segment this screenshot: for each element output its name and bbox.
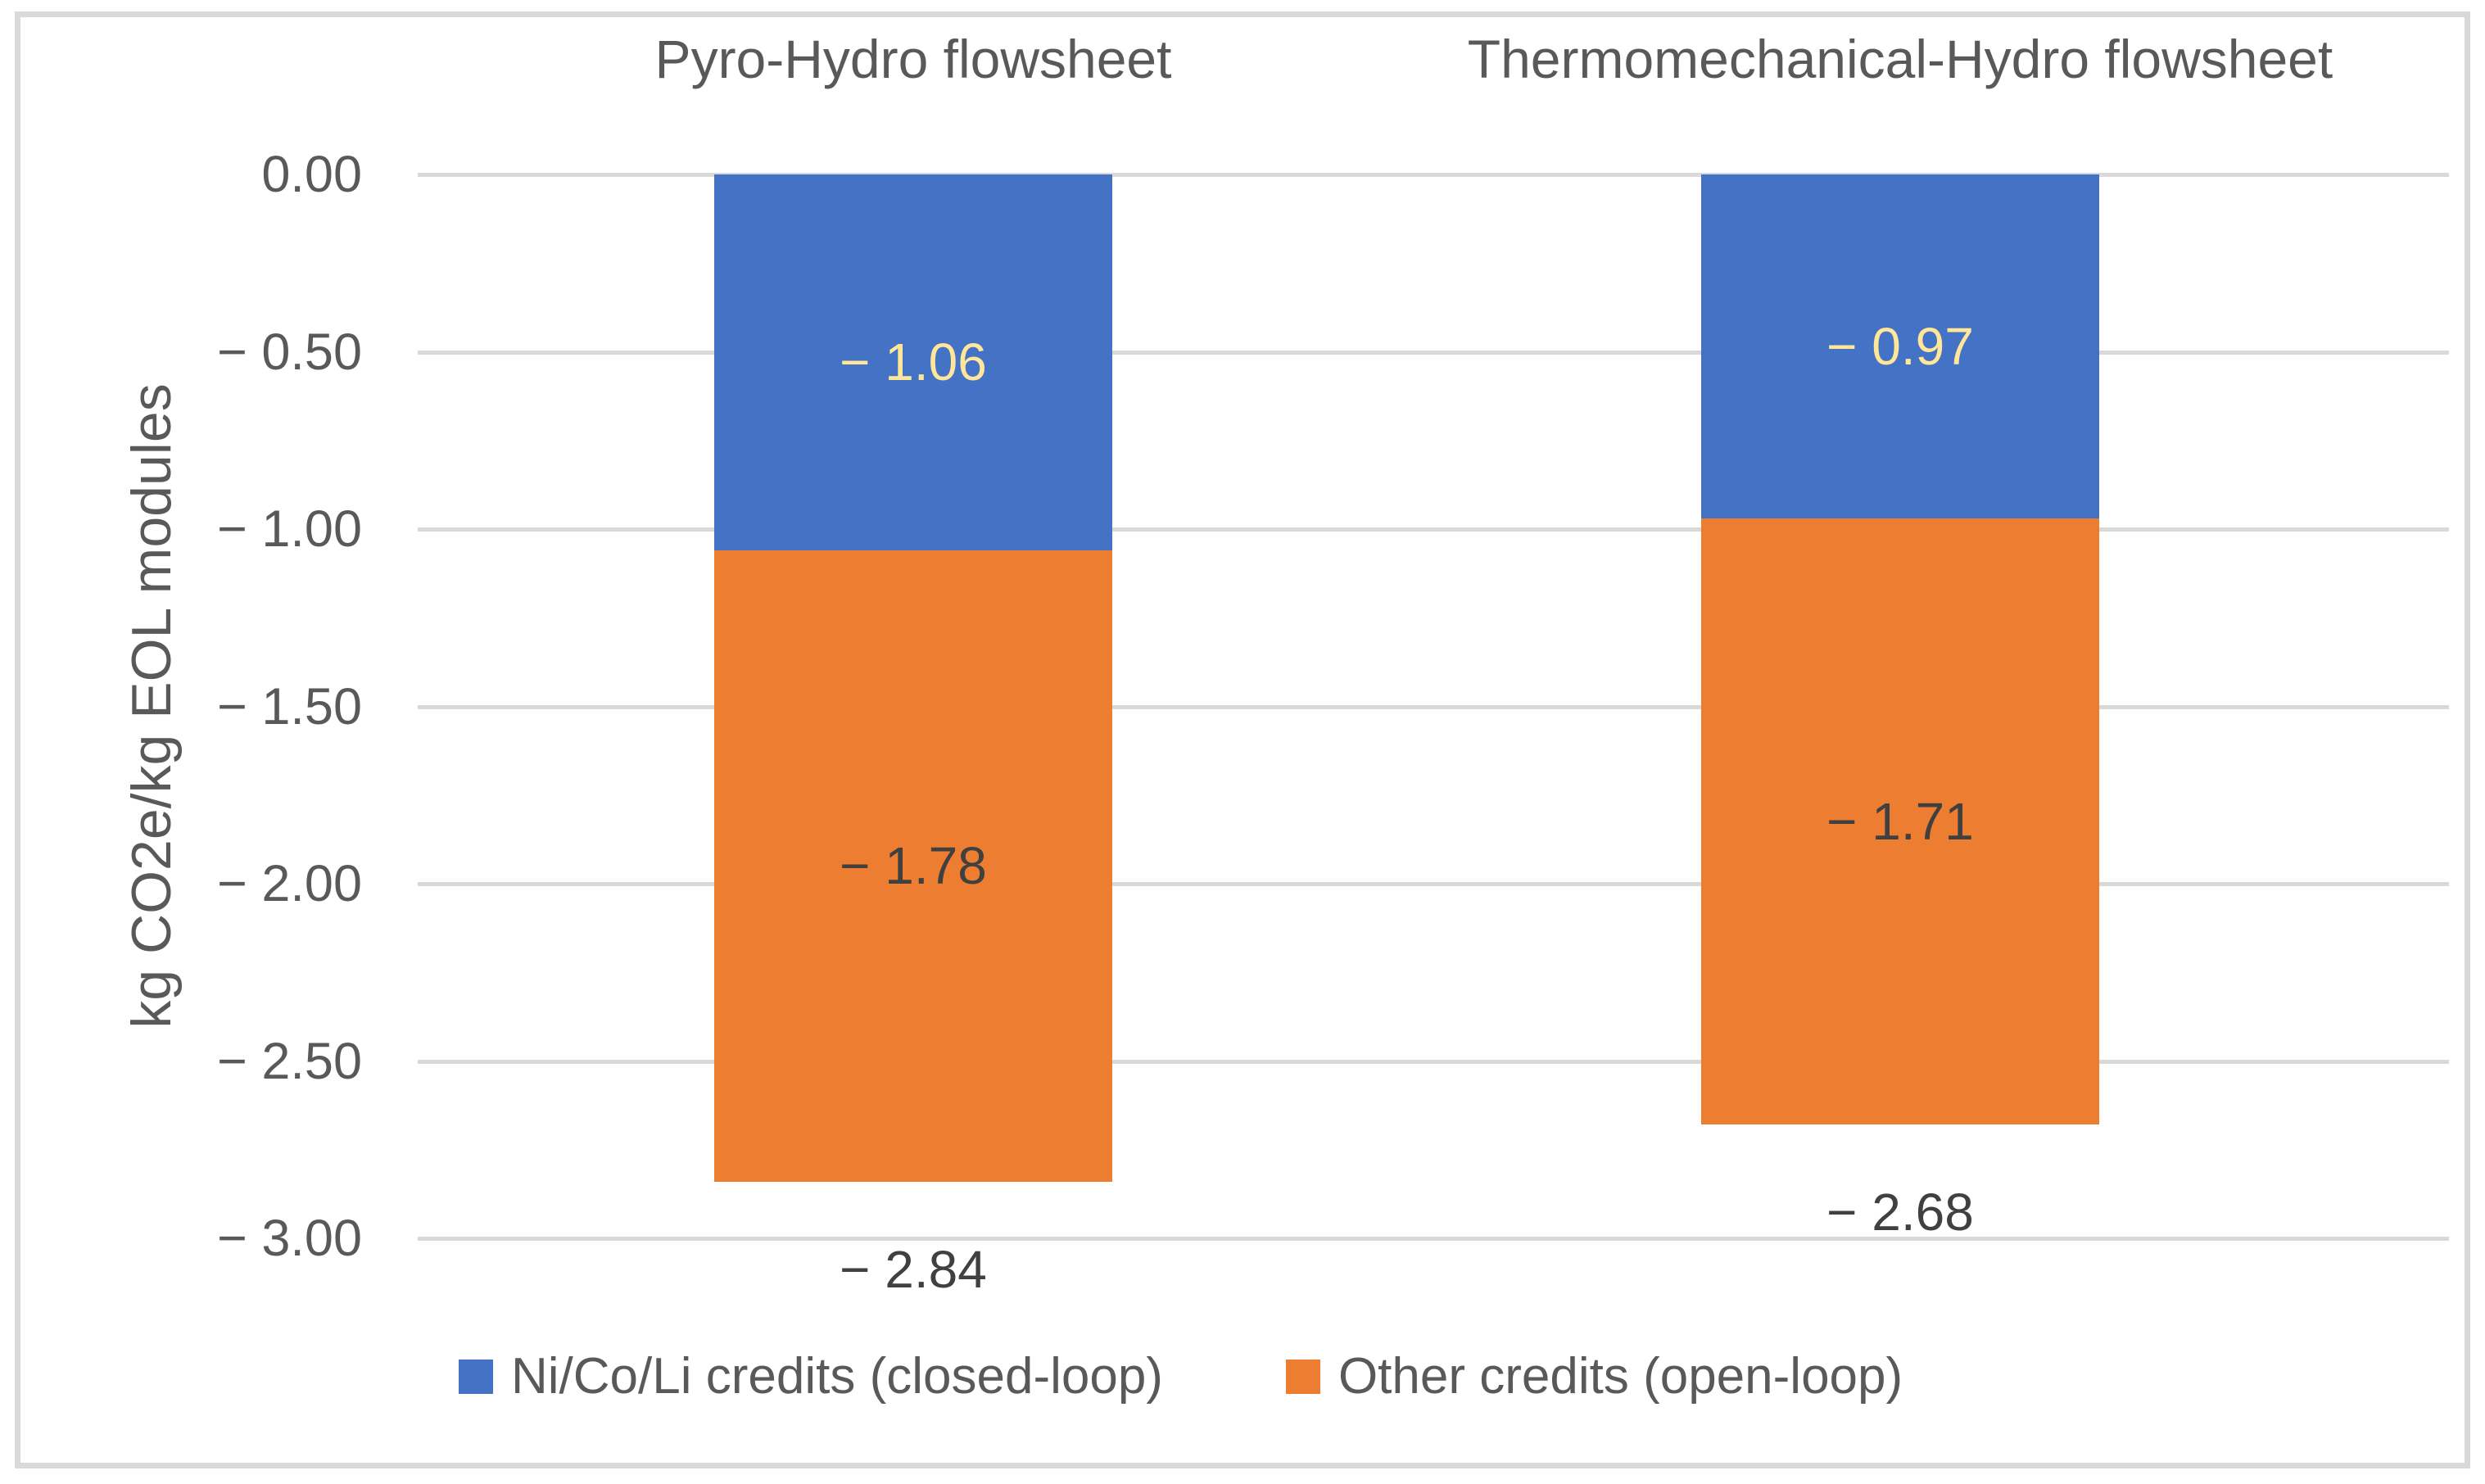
category-title-pyro-hydro: Pyro-Hydro flowsheet	[654, 29, 1172, 89]
legend-label-other-credits: Other credits (open-loop)	[1338, 1348, 1903, 1405]
y-tick-label: − 3.00	[217, 1210, 362, 1267]
y-tick-label: 0.00	[261, 146, 362, 203]
gridline	[418, 173, 2449, 177]
legend-swatch-orange-icon	[1285, 1359, 1320, 1394]
gridline	[418, 882, 2449, 886]
y-tick-label: − 0.50	[217, 323, 362, 381]
bar-total-label: − 2.84	[840, 1239, 987, 1299]
category-title-thermomechanical-hydro: Thermomechanical-Hydro flowsheet	[1467, 29, 2333, 89]
y-tick-label: − 2.50	[217, 1032, 362, 1090]
legend-entry-other-credits: Other credits (open-loop)	[1285, 1347, 1903, 1405]
chart-frame-border	[15, 11, 2470, 1468]
y-tick-label: − 1.00	[217, 500, 362, 558]
gridline	[418, 1237, 2449, 1241]
y-tick-label: − 2.00	[217, 855, 362, 912]
bar-segment-blue-cat1	[1701, 174, 2099, 518]
bar-segment-blue-cat0	[714, 174, 1112, 550]
bar-total-label: − 2.68	[1826, 1183, 1974, 1242]
bar-segment-value-label: − 1.06	[840, 333, 987, 392]
legend-entry-nicoli-credits: Ni/Co/Li credits (closed-loop)	[459, 1347, 1163, 1405]
legend-label-nicoli-credits: Ni/Co/Li credits (closed-loop)	[511, 1348, 1163, 1405]
legend: Ni/Co/Li credits (closed-loop) Other cre…	[459, 1347, 1903, 1405]
bar-segment-value-label: − 0.97	[1826, 317, 1974, 376]
gridline	[418, 527, 2449, 532]
y-axis-title: kg CO2e/kg EOL modules	[120, 383, 183, 1029]
bar-segment-orange-cat1	[1701, 518, 2099, 1125]
bar-segment-orange-cat0	[714, 550, 1112, 1182]
gridline	[418, 704, 2449, 709]
bar-segment-value-label: − 1.78	[840, 836, 987, 896]
gridline	[418, 1059, 2449, 1064]
gridline	[418, 350, 2449, 355]
bar-segment-value-label: − 1.71	[1826, 792, 1974, 852]
legend-swatch-blue-icon	[459, 1359, 493, 1394]
y-tick-label: − 1.50	[217, 677, 362, 735]
